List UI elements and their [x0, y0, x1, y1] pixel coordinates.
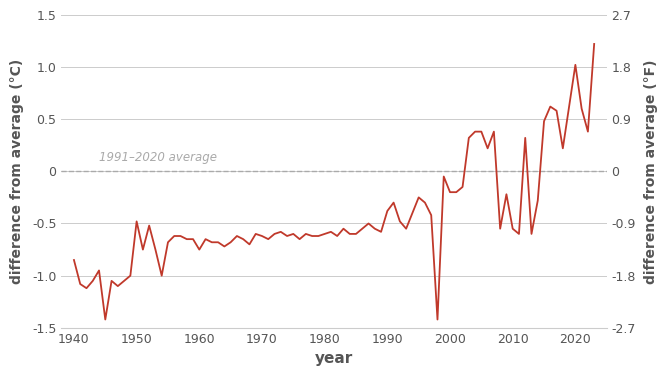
- Y-axis label: difference from average (°F): difference from average (°F): [644, 59, 658, 284]
- X-axis label: year: year: [315, 351, 353, 366]
- Text: 1991–2020 average: 1991–2020 average: [99, 151, 217, 164]
- Y-axis label: difference from average (°C): difference from average (°C): [10, 59, 24, 284]
